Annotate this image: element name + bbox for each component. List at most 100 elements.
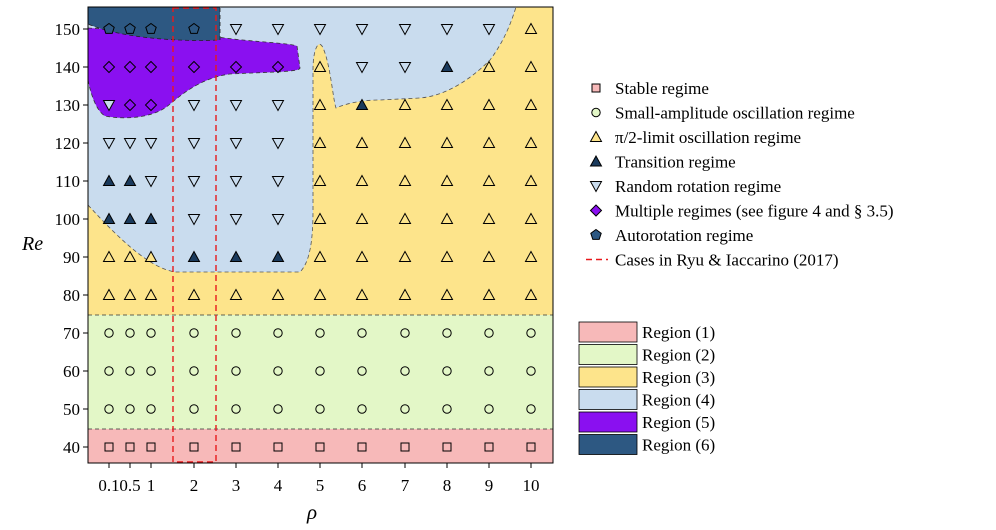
- random-point: [271, 24, 285, 36]
- small-point: [146, 328, 156, 338]
- small-point: [189, 366, 199, 376]
- pi2-point: [440, 212, 454, 224]
- auto-point: [103, 22, 115, 34]
- random-point: [271, 138, 285, 150]
- random-point: [355, 62, 369, 74]
- legend-region-label: Region (2): [642, 346, 715, 365]
- pi2-point: [313, 174, 327, 186]
- transition-point: [355, 98, 369, 110]
- pi2-point: [313, 288, 327, 300]
- stable-point: [146, 442, 156, 452]
- pi2-point: [524, 212, 538, 224]
- transition-point: [440, 60, 454, 72]
- random-point: [271, 214, 285, 226]
- y-tick-label: 110: [55, 172, 80, 191]
- legend-ryu-label: Cases in Ryu & Iaccarino (2017): [615, 251, 839, 270]
- pi2-point: [313, 212, 327, 224]
- small-point: [526, 404, 536, 414]
- stable-point: [189, 442, 199, 452]
- small-point: [526, 328, 536, 338]
- pi2-point: [482, 212, 496, 224]
- small-point: [357, 404, 367, 414]
- auto-point: [188, 22, 200, 34]
- random-point: [187, 100, 201, 112]
- random-point: [313, 24, 327, 36]
- stable-point: [484, 442, 494, 452]
- small-point: [526, 366, 536, 376]
- pi2-point: [144, 288, 158, 300]
- legend-small-marker: [591, 107, 601, 118]
- small-point: [442, 328, 452, 338]
- random-point: [229, 214, 243, 226]
- pi2-point: [102, 288, 116, 300]
- stable-point: [526, 442, 536, 452]
- legend-auto-label: Autorotation regime: [615, 226, 753, 245]
- small-point: [125, 328, 135, 338]
- small-point: [484, 366, 494, 376]
- y-tick-label: 70: [63, 324, 80, 343]
- pi2-point: [440, 174, 454, 186]
- random-point: [102, 138, 116, 150]
- small-point: [231, 404, 241, 414]
- random-point: [123, 138, 137, 150]
- legend-transition-marker: [589, 154, 603, 167]
- multiple-point: [144, 60, 158, 74]
- stable-point: [104, 442, 114, 452]
- y-tick-label: 90: [63, 248, 80, 267]
- small-point: [442, 404, 452, 414]
- random-point: [271, 100, 285, 112]
- random-point: [229, 176, 243, 188]
- ryu-cases-box: [172, 7, 217, 463]
- transition-point: [102, 174, 116, 186]
- pi2-point: [524, 98, 538, 110]
- small-point: [400, 328, 410, 338]
- stable-point: [273, 442, 283, 452]
- legend-regimes: Stable regime Small-amplitude oscillation…: [586, 79, 894, 270]
- pi2-point: [482, 174, 496, 186]
- multiple-point: [102, 60, 116, 74]
- y-tick-label: 120: [55, 134, 81, 153]
- pi2-point: [482, 250, 496, 262]
- x-tick-label: 3: [232, 476, 241, 495]
- pi2-point: [398, 136, 412, 148]
- pi2-point: [355, 250, 369, 262]
- y-tick-label: 130: [55, 96, 81, 115]
- pi2-point: [123, 288, 137, 300]
- region-6-fill: [88, 7, 221, 41]
- pi2-point: [482, 136, 496, 148]
- small-point: [357, 366, 367, 376]
- legend-region-label: Region (4): [642, 391, 715, 410]
- legend-region-swatch: [578, 434, 638, 455]
- small-point: [104, 404, 114, 414]
- stable-point: [315, 442, 325, 452]
- stable-point: [442, 442, 452, 452]
- auto-point: [145, 22, 157, 34]
- random-point: [144, 176, 158, 188]
- pi2-point: [398, 288, 412, 300]
- random-point: [398, 24, 412, 36]
- small-point: [231, 328, 241, 338]
- legend-small-label: Small-amplitude oscillation regime: [615, 104, 855, 123]
- legend-stable-marker: [591, 83, 601, 93]
- x-tick-label: 0.5: [119, 476, 140, 495]
- pi2-point: [524, 136, 538, 148]
- legend-region-swatch: [578, 366, 638, 388]
- multiple-point: [144, 98, 158, 112]
- small-point: [189, 328, 199, 338]
- data-markers: [102, 22, 538, 452]
- pi2-point: [440, 98, 454, 110]
- multiple-point: [271, 60, 285, 74]
- random-point: [440, 24, 454, 36]
- small-point: [125, 366, 135, 376]
- x-axis-label: ρ: [306, 500, 317, 524]
- pi2-point: [398, 98, 412, 110]
- small-point: [442, 366, 452, 376]
- pi2-point: [524, 250, 538, 262]
- transition-point: [229, 250, 243, 262]
- random-point: [187, 214, 201, 226]
- y-tick-label: 40: [63, 438, 80, 457]
- small-point: [273, 404, 283, 414]
- legend-transition-label: Transition regime: [615, 153, 736, 172]
- random-point: [271, 176, 285, 188]
- pi2-point: [355, 174, 369, 186]
